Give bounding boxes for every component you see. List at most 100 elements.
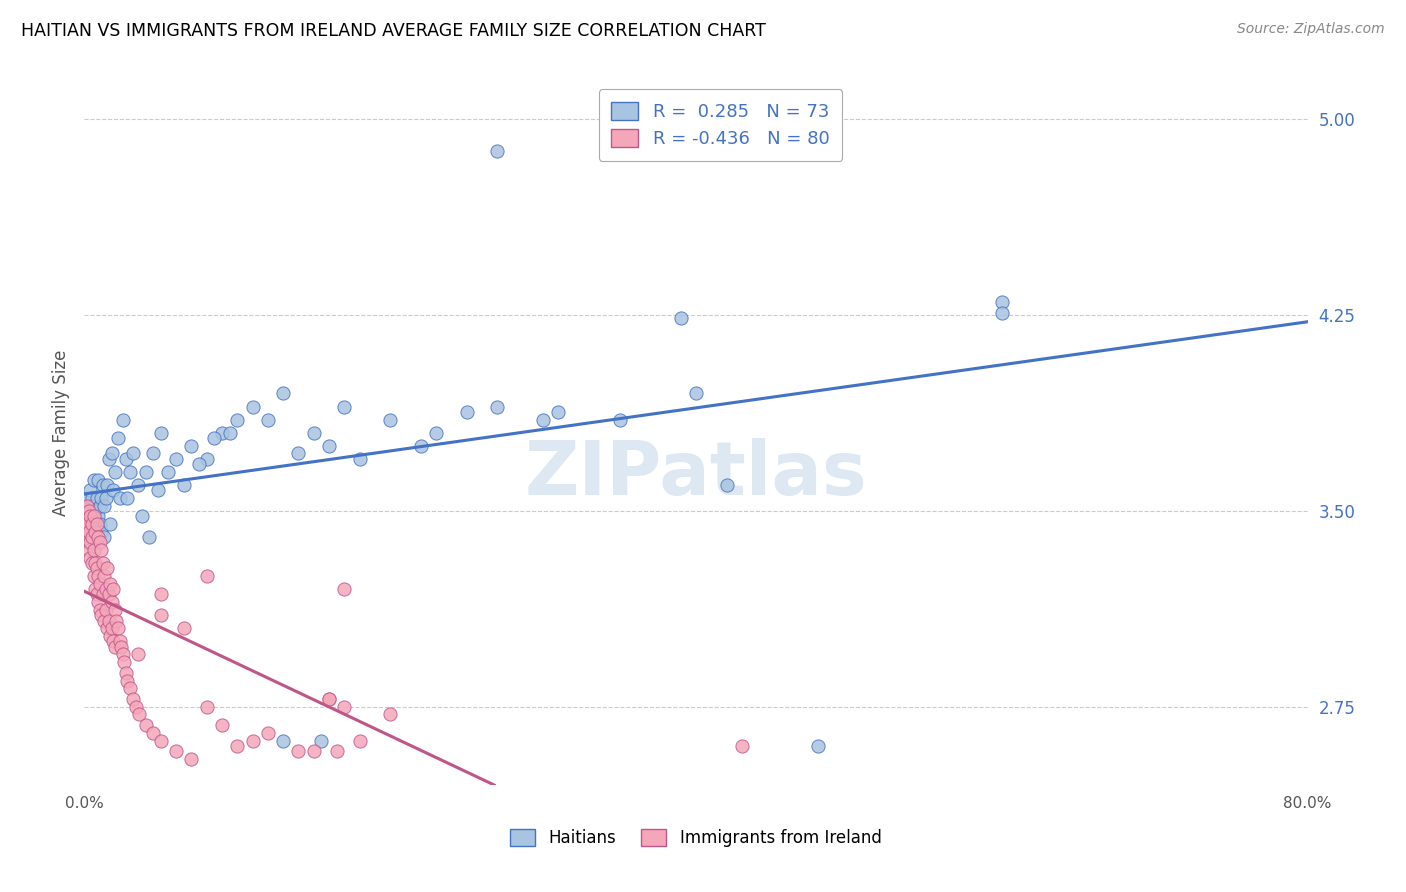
Point	[77, 543, 100, 558]
Point	[86, 561, 108, 575]
Point	[318, 691, 340, 706]
Point	[195, 699, 218, 714]
Point	[93, 569, 115, 583]
Point	[287, 446, 309, 460]
Point	[318, 691, 340, 706]
Point	[90, 543, 112, 558]
Point	[991, 305, 1014, 319]
Point	[333, 582, 356, 597]
Point	[87, 509, 110, 524]
Point	[211, 718, 233, 732]
Point	[104, 640, 127, 654]
Point	[76, 499, 98, 513]
Point	[75, 524, 97, 539]
Point	[89, 499, 111, 513]
Point	[125, 699, 148, 714]
Point	[112, 655, 135, 669]
Point	[84, 582, 107, 597]
Point	[94, 582, 117, 597]
Point	[83, 509, 105, 524]
Point	[103, 582, 125, 597]
Point	[98, 629, 121, 643]
Point	[93, 499, 115, 513]
Point	[89, 516, 111, 531]
Point	[75, 509, 97, 524]
Point	[94, 603, 117, 617]
Point	[90, 608, 112, 623]
Point	[128, 707, 150, 722]
Point	[107, 621, 129, 635]
Point	[107, 431, 129, 445]
Point	[101, 621, 124, 635]
Point	[180, 439, 202, 453]
Point	[142, 446, 165, 460]
Point	[135, 718, 157, 732]
Point	[84, 504, 107, 518]
Point	[77, 504, 100, 518]
Point	[108, 491, 131, 505]
Point	[101, 446, 124, 460]
Point	[218, 425, 240, 440]
Point	[609, 412, 631, 426]
Point	[96, 621, 118, 635]
Point	[807, 739, 830, 753]
Point	[122, 446, 145, 460]
Point	[731, 739, 754, 753]
Point	[409, 439, 432, 453]
Point	[97, 614, 120, 628]
Point	[149, 587, 172, 601]
Point	[180, 752, 202, 766]
Point	[120, 465, 142, 479]
Point	[302, 425, 325, 440]
Point	[188, 457, 211, 471]
Legend: Haitians, Immigrants from Ireland: Haitians, Immigrants from Ireland	[503, 822, 889, 855]
Point	[76, 516, 98, 531]
Point	[86, 491, 108, 505]
Point	[195, 451, 218, 466]
Point	[76, 535, 98, 549]
Point	[76, 491, 98, 505]
Point	[80, 535, 103, 549]
Point	[195, 569, 218, 583]
Point	[127, 648, 149, 662]
Text: Source: ZipAtlas.com: Source: ZipAtlas.com	[1237, 22, 1385, 37]
Point	[79, 524, 101, 539]
Point	[96, 478, 118, 492]
Point	[77, 524, 100, 539]
Point	[114, 665, 136, 680]
Point	[115, 673, 138, 688]
Point	[271, 733, 294, 747]
Point	[90, 491, 112, 505]
Point	[84, 556, 107, 570]
Point	[146, 483, 169, 497]
Point	[93, 530, 115, 544]
Point	[80, 491, 103, 505]
Point	[226, 739, 249, 753]
Point	[77, 499, 100, 513]
Point	[271, 386, 294, 401]
Point	[318, 439, 340, 453]
Point	[79, 550, 101, 565]
Point	[83, 473, 105, 487]
Point	[202, 431, 225, 445]
Point	[94, 491, 117, 505]
Point	[685, 386, 707, 401]
Point	[486, 400, 509, 414]
Point	[79, 535, 101, 549]
Point	[75, 504, 97, 518]
Point	[991, 295, 1014, 310]
Point	[86, 530, 108, 544]
Text: ZIPatlas: ZIPatlas	[524, 438, 868, 511]
Point	[380, 707, 402, 722]
Point	[87, 530, 110, 544]
Point	[531, 412, 554, 426]
Point	[173, 621, 195, 635]
Point	[311, 733, 333, 747]
Point	[165, 451, 187, 466]
Point	[122, 691, 145, 706]
Point	[80, 516, 103, 531]
Point	[84, 516, 107, 531]
Point	[83, 499, 105, 513]
Point	[103, 634, 125, 648]
Point	[79, 483, 101, 497]
